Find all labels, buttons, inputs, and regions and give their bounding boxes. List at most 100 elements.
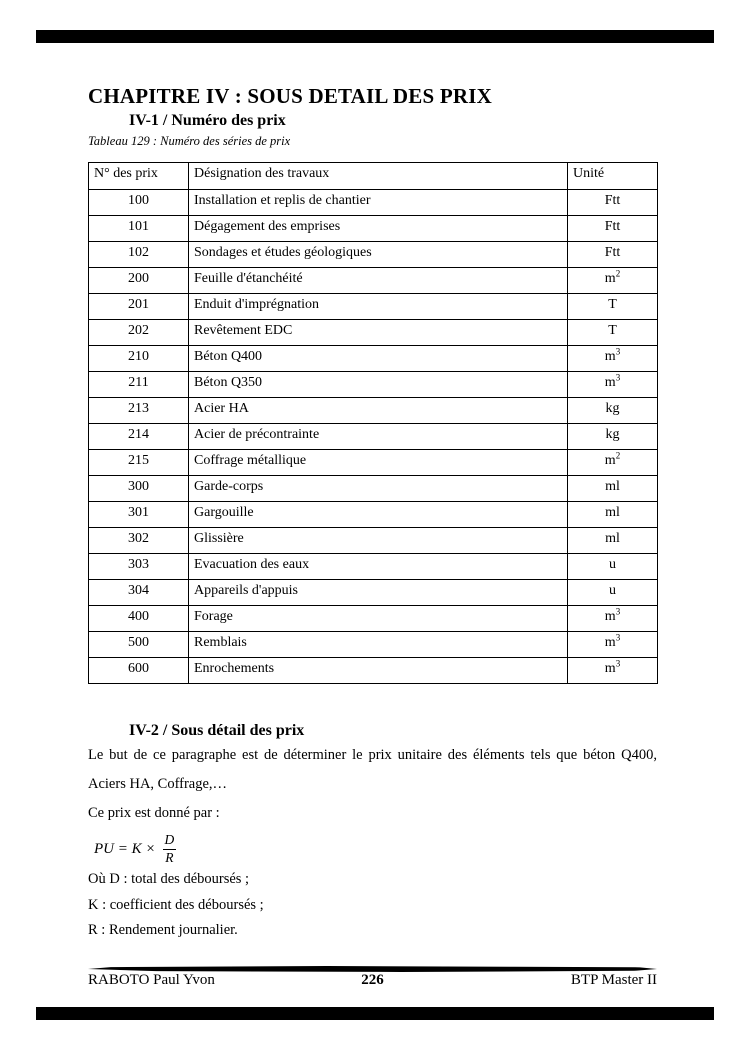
table-row: 202 Revêtement EDC T [88,319,658,346]
table-row: 101 Dégagement des emprises Ftt [88,215,658,242]
table-cell-unit: m3 [567,371,658,398]
table-row: 400 Forage m3 [88,605,658,632]
table-cell-desig: Coffrage métallique [188,449,568,476]
table-cell-num: 215 [88,449,189,476]
table-cell-unit: m2 [567,449,658,476]
table-cell-unit: u [567,553,658,580]
table-cell-num: 100 [88,189,189,216]
table-cell-num: 301 [88,501,189,528]
table-cell-desig: Remblais [188,631,568,658]
definition-k: K : coefficient des déboursés ; [88,897,264,913]
header-unit: Unité [567,162,658,190]
formula-fraction: D R [162,832,177,866]
table-cell-desig: Revêtement EDC [188,319,568,346]
table-row: 211 Béton Q350 m3 [88,371,658,398]
table-cell-unit: m3 [567,605,658,632]
price-series-table: N° des prix Désignation des travaux Unit… [88,162,658,684]
definition-r: R : Rendement journalier. [88,922,238,938]
table-cell-unit: ml [567,475,658,502]
table-cell-num: 202 [88,319,189,346]
table-row: 300 Garde-corps ml [88,475,658,502]
table-cell-num: 304 [88,579,189,606]
bottom-separator-bar [36,1007,714,1020]
table-row: 200 Feuille d'étanchéité m2 [88,267,658,294]
definition-d: Où D : total des déboursés ; [88,871,250,887]
paragraph-line-2: Aciers HA, Coffrage,… [88,776,228,792]
table-row: 301 Gargouille ml [88,501,658,528]
table-cell-unit: u [567,579,658,606]
table-cell-unit: kg [567,397,658,424]
table-cell-desig: Appareils d'appuis [188,579,568,606]
table-cell-unit: ml [567,527,658,554]
table-cell-desig: Sondages et études géologiques [188,241,568,268]
page-footer: RABOTO Paul Yvon 226 BTP Master II [88,972,657,989]
table-cell-desig: Béton Q400 [188,345,568,372]
table-row: 500 Remblais m3 [88,631,658,658]
table-cell-unit: m3 [567,345,658,372]
table-cell-desig: Enduit d'imprégnation [188,293,568,320]
table-row: 214 Acier de précontrainte kg [88,423,658,450]
table-cell-num: 500 [88,631,189,658]
table-cell-num: 210 [88,345,189,372]
table-cell-unit: ml [567,501,658,528]
formula-denominator: R [165,849,174,865]
table-header-row: N° des prix Désignation des travaux Unit… [88,162,658,190]
top-separator-bar [36,30,714,43]
table-cell-desig: Acier de précontrainte [188,423,568,450]
footer-author: RABOTO Paul Yvon [88,972,215,988]
footer-rule [88,966,657,972]
table-cell-unit: Ftt [567,215,658,242]
table-cell-unit: Ftt [567,241,658,268]
paragraph-line-1: Le but de ce paragraphe est de détermine… [88,747,657,763]
table-row: 210 Béton Q400 m3 [88,345,658,372]
table-cell-unit: m3 [567,631,658,658]
table-cell-desig: Installation et replis de chantier [188,189,568,216]
table-cell-desig: Evacuation des eaux [188,553,568,580]
table-row: 213 Acier HA kg [88,397,658,424]
table-caption: Tableau 129 : Numéro des séries de prix [88,134,291,148]
header-designation: Désignation des travaux [188,162,568,190]
table-row: 600 Enrochements m3 [88,657,658,684]
table-cell-num: 600 [88,657,189,684]
section-iv2-heading: IV-2 / Sous détail des prix [129,722,305,739]
table-cell-desig: Garde-corps [188,475,568,502]
table-cell-desig: Acier HA [188,397,568,424]
table-cell-desig: Béton Q350 [188,371,568,398]
table-row: 100 Installation et replis de chantier Ftt [88,189,658,216]
table-cell-num: 400 [88,605,189,632]
formula-numerator: D [162,832,177,850]
table-cell-num: 213 [88,397,189,424]
table-row: 201 Enduit d'imprégnation T [88,293,658,320]
table-cell-unit: m2 [567,267,658,294]
table-cell-num: 211 [88,371,189,398]
table-row: 303 Evacuation des eaux u [88,553,658,580]
table-row: 302 Glissière ml [88,527,658,554]
table-cell-unit: kg [567,423,658,450]
footer-program: BTP Master II [570,972,658,988]
table-cell-num: 214 [88,423,189,450]
section-iv1-heading: IV-1 / Numéro des prix [129,112,286,129]
table-cell-unit: m3 [567,657,658,684]
table-cell-desig: Feuille d'étanchéité [188,267,568,294]
table-cell-desig: Dégagement des emprises [188,215,568,242]
table-cell-desig: Gargouille [188,501,568,528]
table-cell-num: 201 [88,293,189,320]
table-row: 304 Appareils d'appuis u [88,579,658,606]
formula-lhs: PU = K × [94,840,156,857]
table-cell-desig: Enrochements [188,657,568,684]
table-row: 102 Sondages et études géologiques Ftt [88,241,658,268]
table-cell-unit: T [567,293,658,320]
chapter-title: CHAPITRE IV : SOUS DETAIL DES PRIX [88,84,492,108]
table-cell-num: 101 [88,215,189,242]
paragraph-line-3: Ce prix est donné par : [88,805,220,821]
table-cell-desig: Forage [188,605,568,632]
table-cell-desig: Glissière [188,527,568,554]
table-cell-num: 302 [88,527,189,554]
table-cell-num: 200 [88,267,189,294]
table-row: 215 Coffrage métallique m2 [88,449,658,476]
table-cell-unit: Ftt [567,189,658,216]
table-cell-num: 102 [88,241,189,268]
page-number: 226 [361,972,384,988]
table-cell-num: 300 [88,475,189,502]
